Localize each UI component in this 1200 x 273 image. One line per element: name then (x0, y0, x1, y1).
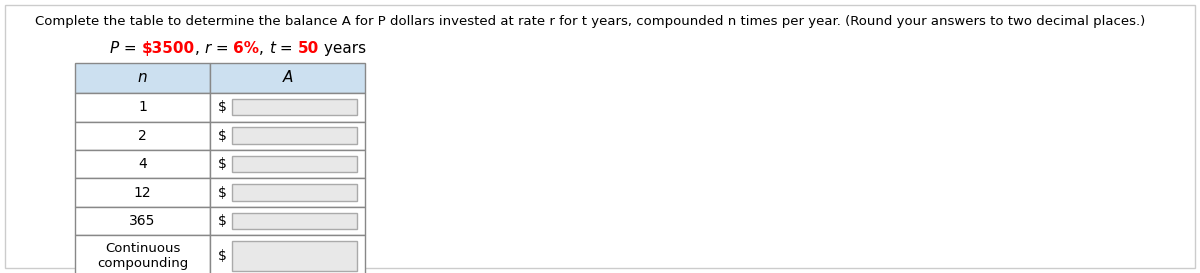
Bar (74, 63, 210, 93)
Text: =: = (119, 41, 142, 56)
Bar (210, 121, 365, 150)
Text: 4: 4 (138, 157, 146, 171)
Text: =: = (275, 41, 298, 56)
Text: 50: 50 (298, 41, 319, 56)
Text: P: P (110, 41, 119, 56)
Bar (232, 185, 358, 201)
Bar (210, 63, 365, 93)
Bar (232, 127, 358, 144)
Bar (74, 236, 210, 273)
Text: A: A (282, 70, 293, 85)
Bar (74, 121, 210, 150)
Bar (210, 150, 365, 179)
Text: t: t (269, 41, 275, 56)
Bar (210, 179, 365, 207)
Text: 6%: 6% (233, 41, 259, 56)
Bar (74, 150, 210, 179)
Text: Complete the table to determine the balance A for P dollars invested at rate r f: Complete the table to determine the bala… (35, 15, 1145, 28)
Text: 2: 2 (138, 129, 146, 143)
Bar (210, 236, 365, 273)
FancyBboxPatch shape (5, 5, 1195, 268)
Text: $: $ (218, 129, 227, 143)
Bar (210, 207, 365, 236)
Text: $: $ (218, 100, 227, 114)
Text: ,: , (194, 41, 205, 56)
Bar (232, 99, 358, 115)
Text: years: years (319, 41, 366, 56)
Text: n: n (138, 70, 148, 85)
Text: 1: 1 (138, 100, 146, 114)
Bar (232, 242, 358, 272)
Bar (74, 179, 210, 207)
Bar (74, 93, 210, 121)
Bar (210, 93, 365, 121)
Text: 12: 12 (133, 186, 151, 200)
Text: =: = (211, 41, 233, 56)
Text: r: r (205, 41, 211, 56)
Text: $: $ (218, 250, 227, 263)
Text: $: $ (218, 186, 227, 200)
Bar (74, 207, 210, 236)
Text: $3500: $3500 (142, 41, 194, 56)
Text: $: $ (218, 214, 227, 228)
Text: ,: , (259, 41, 269, 56)
Text: 365: 365 (130, 214, 156, 228)
Text: Continuous
compounding: Continuous compounding (97, 242, 188, 271)
Text: $: $ (218, 157, 227, 171)
Bar (232, 213, 358, 230)
Bar (232, 156, 358, 173)
